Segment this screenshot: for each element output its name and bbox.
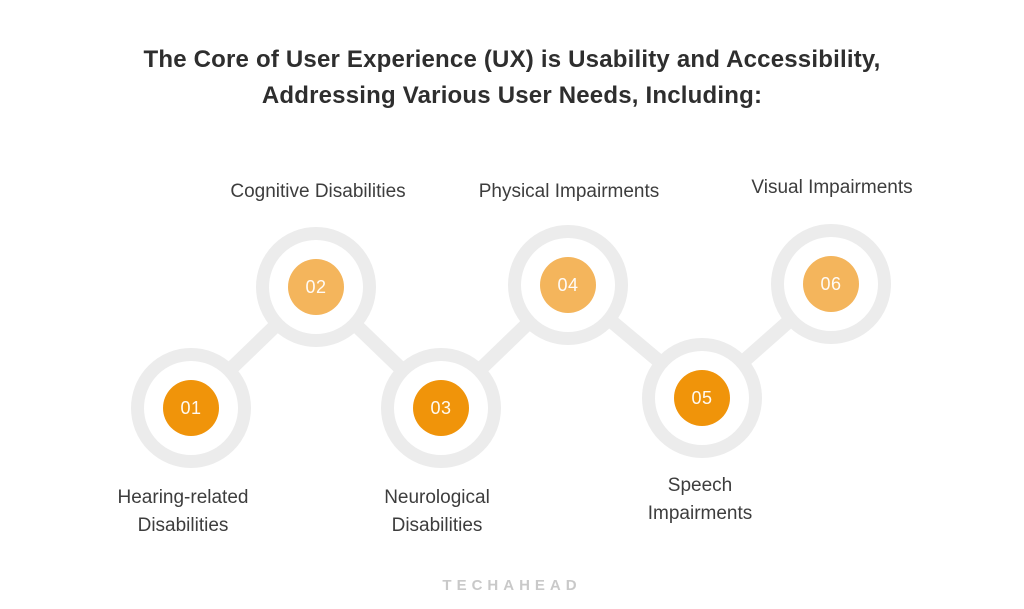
step-node-06: 06 (771, 224, 891, 344)
step-number-badge-01: 01 (163, 380, 219, 436)
title-line-1: The Core of User Experience (UX) is Usab… (143, 46, 881, 73)
step-node-04: 04 (508, 225, 628, 345)
techahead-logo: TECHAHEAD (442, 577, 582, 594)
step-node-05: 05 (642, 338, 762, 458)
step-number-badge-04: 04 (540, 257, 596, 313)
step-label-physical-impairments: Physical Impairments (478, 181, 660, 202)
step-number-badge-02: 02 (288, 259, 344, 315)
step-node-03: 03 (381, 348, 501, 468)
step-label-speech-impairments: Speech Impairments (647, 475, 753, 524)
step-label-hearing-related-disabilities: Hearing-related Disabilities (117, 487, 249, 536)
step-number-badge-06: 06 (803, 256, 859, 312)
step-number-badge-05: 05 (674, 370, 730, 426)
title-line-2: Addressing Various User Needs, Including… (261, 82, 763, 109)
step-node-02: 02 (256, 227, 376, 347)
page-title: The Core of User Experience (UX) is Usab… (0, 42, 1024, 114)
step-node-01: 01 (131, 348, 251, 468)
step-label-visual-impairments: Visual Impairments (751, 177, 913, 198)
step-number-badge-03: 03 (413, 380, 469, 436)
step-label-cognitive-disabilities: Cognitive Disabilities (230, 181, 406, 202)
step-label-neurological-disabilities: Neurological Disabilities (384, 487, 490, 536)
